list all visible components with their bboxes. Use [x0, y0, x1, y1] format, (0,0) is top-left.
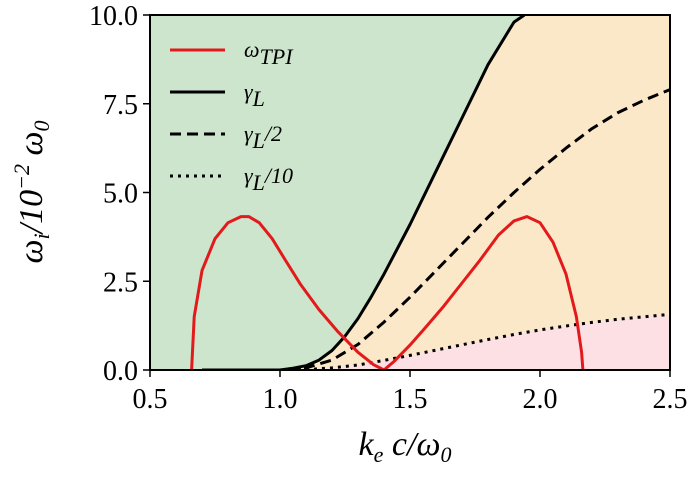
series-line-tpi [190, 215, 585, 370]
y-tick-label: 10.0 [89, 1, 138, 32]
x-ticks: 0.5 1.0 1.5 2.0 2.5 [133, 370, 688, 415]
y-ticks: 0.0 2.5 5.0 7.5 10.0 [89, 1, 150, 387]
x-tick-label: 2.0 [523, 384, 558, 415]
series-line-landau-half [202, 88, 670, 370]
legend: ωTPI​ γL​ γL​/2 γL​/10 [170, 37, 294, 195]
legend-item-tpi-label: ωTPI​ [244, 37, 294, 69]
x-axis-label: ke​ c/ω0​ [359, 426, 452, 467]
legend-item-landau-label: γL​ [244, 79, 265, 111]
region-green [150, 15, 525, 370]
x-tick-label: 1.5 [393, 384, 428, 415]
y-tick-label: 7.5 [103, 90, 138, 121]
y-tick-label: 5.0 [103, 179, 138, 210]
x-tick-label: 1.0 [263, 384, 298, 415]
series-line-landau-tenth [202, 312, 670, 370]
series-line-landau [202, 15, 526, 370]
x-tick-label: 2.5 [653, 384, 688, 415]
x-tick-label: 0.5 [133, 384, 168, 415]
y-tick-label: 0.0 [103, 356, 138, 387]
y-tick-label: 2.5 [103, 267, 138, 298]
legend-item-landau-half-label: γL​/2 [244, 121, 282, 153]
legend-item-landau-tenth-label: γL​/10 [244, 163, 293, 195]
region-orange [202, 15, 670, 370]
y-axis-label: ωi​/10−2​ ω0​ [9, 121, 54, 264]
